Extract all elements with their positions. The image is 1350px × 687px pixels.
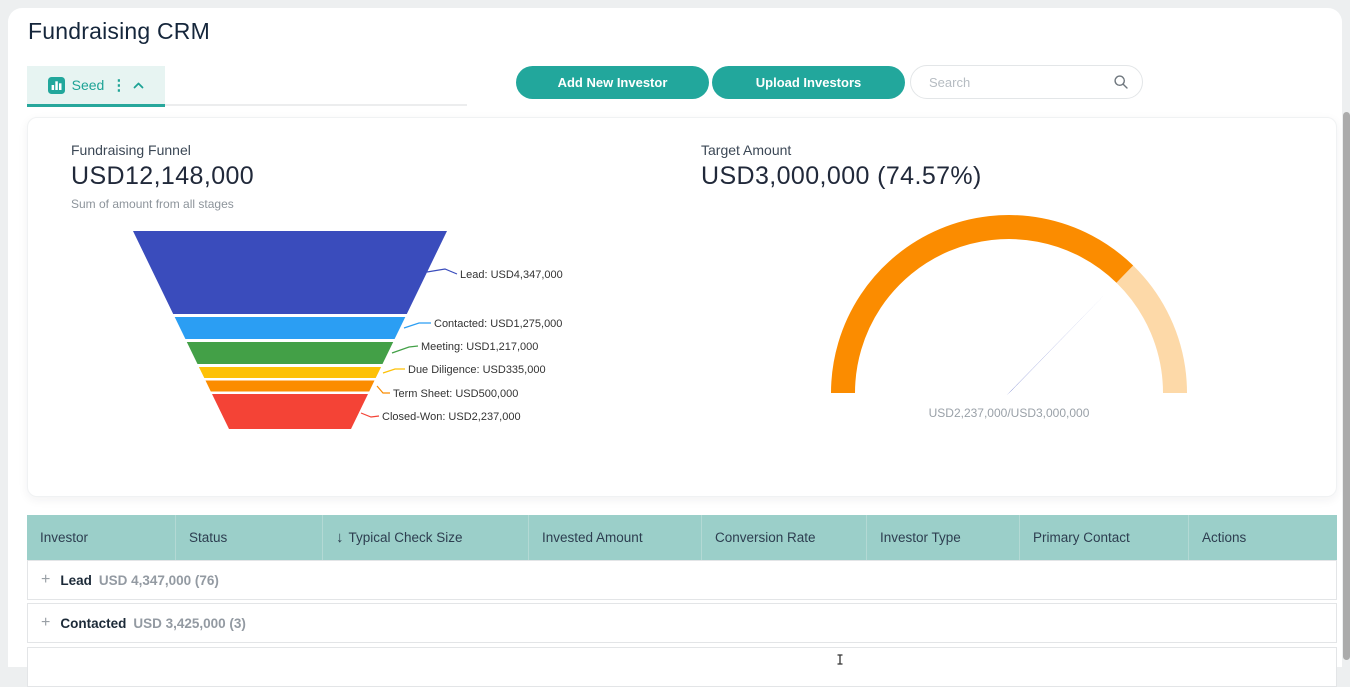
column-header-status[interactable]: Status — [175, 515, 322, 560]
funnel-title: Fundraising Funnel — [71, 142, 191, 158]
funnel-label-lead: Lead: USD4,347,000 — [460, 269, 563, 281]
tab-seed[interactable]: Seed ⋮ — [27, 66, 165, 107]
table-header-row: Investor Status ↓ Typical Check Size Inv… — [27, 515, 1337, 560]
search-box[interactable] — [910, 65, 1143, 99]
column-header-actions[interactable]: Actions — [1188, 515, 1337, 560]
add-new-investor-button[interactable]: Add New Investor — [516, 66, 709, 99]
gauge-headline: USD3,000,000 (74.57%) — [701, 162, 982, 190]
column-header-typical-check-size[interactable]: ↓ Typical Check Size — [322, 515, 528, 560]
group-name: Lead — [60, 572, 92, 588]
gauge-arc-remainder — [1116, 265, 1187, 394]
expand-plus-icon[interactable]: + — [41, 571, 51, 588]
gauge-arc-progress — [831, 215, 1134, 394]
page-title: Fundraising CRM — [28, 18, 210, 44]
group-row-partial[interactable] — [27, 647, 1337, 687]
expand-plus-icon[interactable]: + — [41, 614, 51, 631]
funnel-segment-contacted[interactable] — [174, 317, 406, 339]
funnel-chart: Lead: USD4,347,000 Contacted: USD1,275,0… — [133, 231, 563, 429]
sort-descending-icon[interactable]: ↓ — [336, 529, 344, 546]
funnel-leader-line-term-sheet — [376, 385, 390, 394]
group-row-contacted[interactable]: + Contacted USD 3,425,000 (3) — [27, 603, 1337, 643]
funnel-leader-line-contacted — [403, 322, 431, 329]
funnel-label-due-diligence: Due Diligence: USD335,000 — [408, 364, 546, 376]
dashboard-card: Fundraising Funnel USD12,148,000 Sum of … — [27, 117, 1337, 497]
group-summary: USD 3,425,000 (3) — [133, 615, 246, 631]
gauge-title: Target Amount — [701, 142, 792, 158]
column-header-primary-contact[interactable]: Primary Contact — [1019, 515, 1188, 560]
kebab-menu-icon[interactable]: ⋮ — [111, 76, 127, 94]
group-row-lead[interactable]: + Lead USD 4,347,000 (76) — [27, 560, 1337, 600]
vertical-scrollbar[interactable] — [1343, 112, 1350, 660]
funnel-label-meeting: Meeting: USD1,217,000 — [421, 341, 538, 353]
tabbar-divider — [165, 104, 467, 106]
tab-seed-label: Seed — [71, 77, 105, 93]
funnel-segment-term-sheet[interactable] — [205, 380, 375, 392]
funnel-leader-line-lead — [426, 268, 458, 275]
column-header-invested-amount[interactable]: Invested Amount — [528, 515, 701, 560]
text-cursor — [836, 652, 844, 670]
gauge-chart — [831, 215, 1187, 396]
funnel-label-term-sheet: Term Sheet: USD500,000 — [393, 388, 518, 400]
funnel-label-contacted: Contacted: USD1,275,000 — [434, 318, 562, 330]
funnel-leader-line-due-diligence — [382, 368, 405, 374]
funnel-leader-line-meeting — [391, 345, 419, 354]
funnel-label-closed-won: Closed-Won: USD2,237,000 — [382, 411, 521, 423]
funnel-segment-closed-won[interactable] — [212, 394, 368, 429]
search-input[interactable] — [927, 73, 1113, 91]
column-header-investor[interactable]: Investor — [40, 530, 89, 545]
group-name: Contacted — [60, 615, 127, 631]
column-header-investor-type[interactable]: Investor Type — [866, 515, 1019, 560]
column-header-conversion-rate[interactable]: Conversion Rate — [701, 515, 866, 560]
funnel-leader-line-closed-won — [360, 412, 380, 418]
upload-investors-button[interactable]: Upload Investors — [712, 66, 905, 99]
funnel-total-value: USD12,148,000 — [71, 162, 255, 190]
funnel-subtitle: Sum of amount from all stages — [71, 197, 234, 211]
gauge-needle — [1006, 293, 1106, 396]
gauge-progress-label: USD2,237,000/USD3,000,000 — [928, 406, 1090, 420]
funnel-segment-lead[interactable] — [133, 231, 447, 314]
search-icon[interactable] — [1113, 74, 1129, 90]
funnel-segment-meeting[interactable] — [186, 342, 394, 364]
chevron-up-icon[interactable] — [133, 82, 144, 89]
bar-chart-icon — [47, 76, 65, 94]
funnel-segment-due-diligence[interactable] — [198, 367, 382, 378]
group-summary: USD 4,347,000 (76) — [98, 572, 219, 588]
